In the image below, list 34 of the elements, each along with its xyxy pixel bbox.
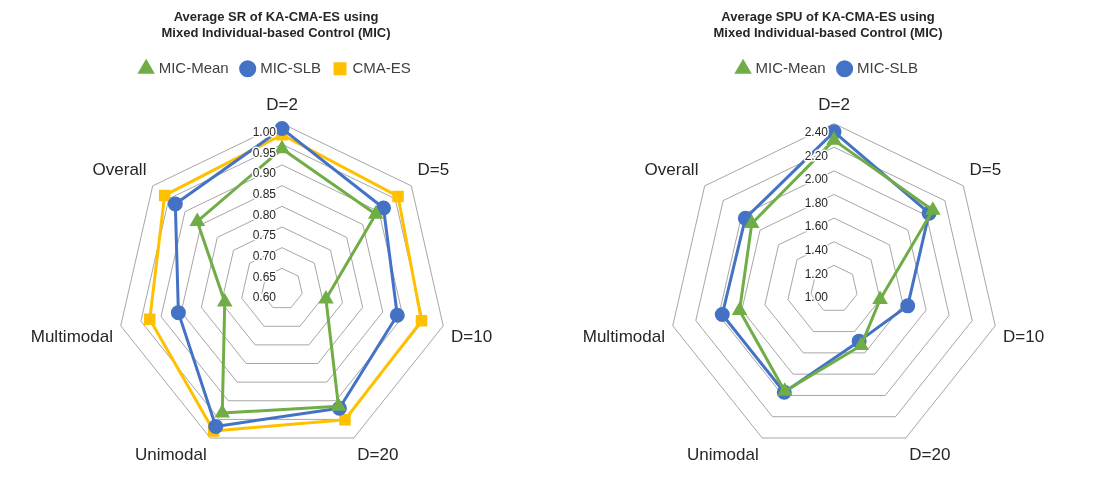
y-tick-label: 1.00	[804, 290, 829, 305]
spoke-label: D=20	[909, 445, 951, 465]
y-tick-label: 0.85	[252, 186, 277, 201]
spoke-label: D=20	[357, 445, 399, 465]
y-tick-label: 0.65	[252, 269, 277, 284]
legend-label: MIC-Mean	[158, 58, 229, 76]
spoke-label: Overall	[644, 160, 699, 180]
y-tick-label: 0.60	[252, 290, 277, 305]
spoke-label: D=5	[969, 160, 1002, 180]
y-tick-label: 0.70	[252, 248, 277, 263]
y-tick-label: 1.60	[804, 219, 829, 234]
spoke-label: Overall	[92, 160, 147, 180]
y-tick-label: 1.80	[804, 195, 829, 210]
spoke-label: Unimodal	[686, 445, 759, 465]
spoke-label: D=2	[818, 95, 850, 115]
spoke-label: D=2	[266, 95, 298, 115]
y-tick-label: 0.75	[252, 228, 277, 243]
spoke-label: Multimodal	[582, 327, 665, 347]
chart-title: Average SPU of KA-CMA-ES using Mixed Individual-based Control (MIC)	[713, 9, 943, 40]
y-tick-label: 2.00	[804, 172, 829, 187]
legend-label: MIC-Mean	[755, 58, 826, 76]
spoke-label: Multimodal	[30, 327, 113, 347]
spoke-label: D=10	[1003, 327, 1045, 347]
y-tick-label: 1.40	[804, 243, 829, 258]
legend-label: MIC-SLB	[857, 58, 918, 76]
legend-label: CMA-ES	[352, 58, 411, 76]
y-tick-label: 0.80	[252, 207, 277, 222]
spoke-label: D=10	[451, 327, 493, 347]
y-tick-label: 1.20	[804, 266, 829, 281]
spoke-label: D=5	[417, 160, 450, 180]
y-tick-label: 0.90	[252, 166, 277, 181]
spoke-label: Unimodal	[134, 445, 207, 465]
chart-title: Average SR of KA-CMA-ES using Mixed Individual-based Control (MIC)	[161, 9, 391, 40]
legend-label: MIC-SLB	[260, 58, 322, 76]
